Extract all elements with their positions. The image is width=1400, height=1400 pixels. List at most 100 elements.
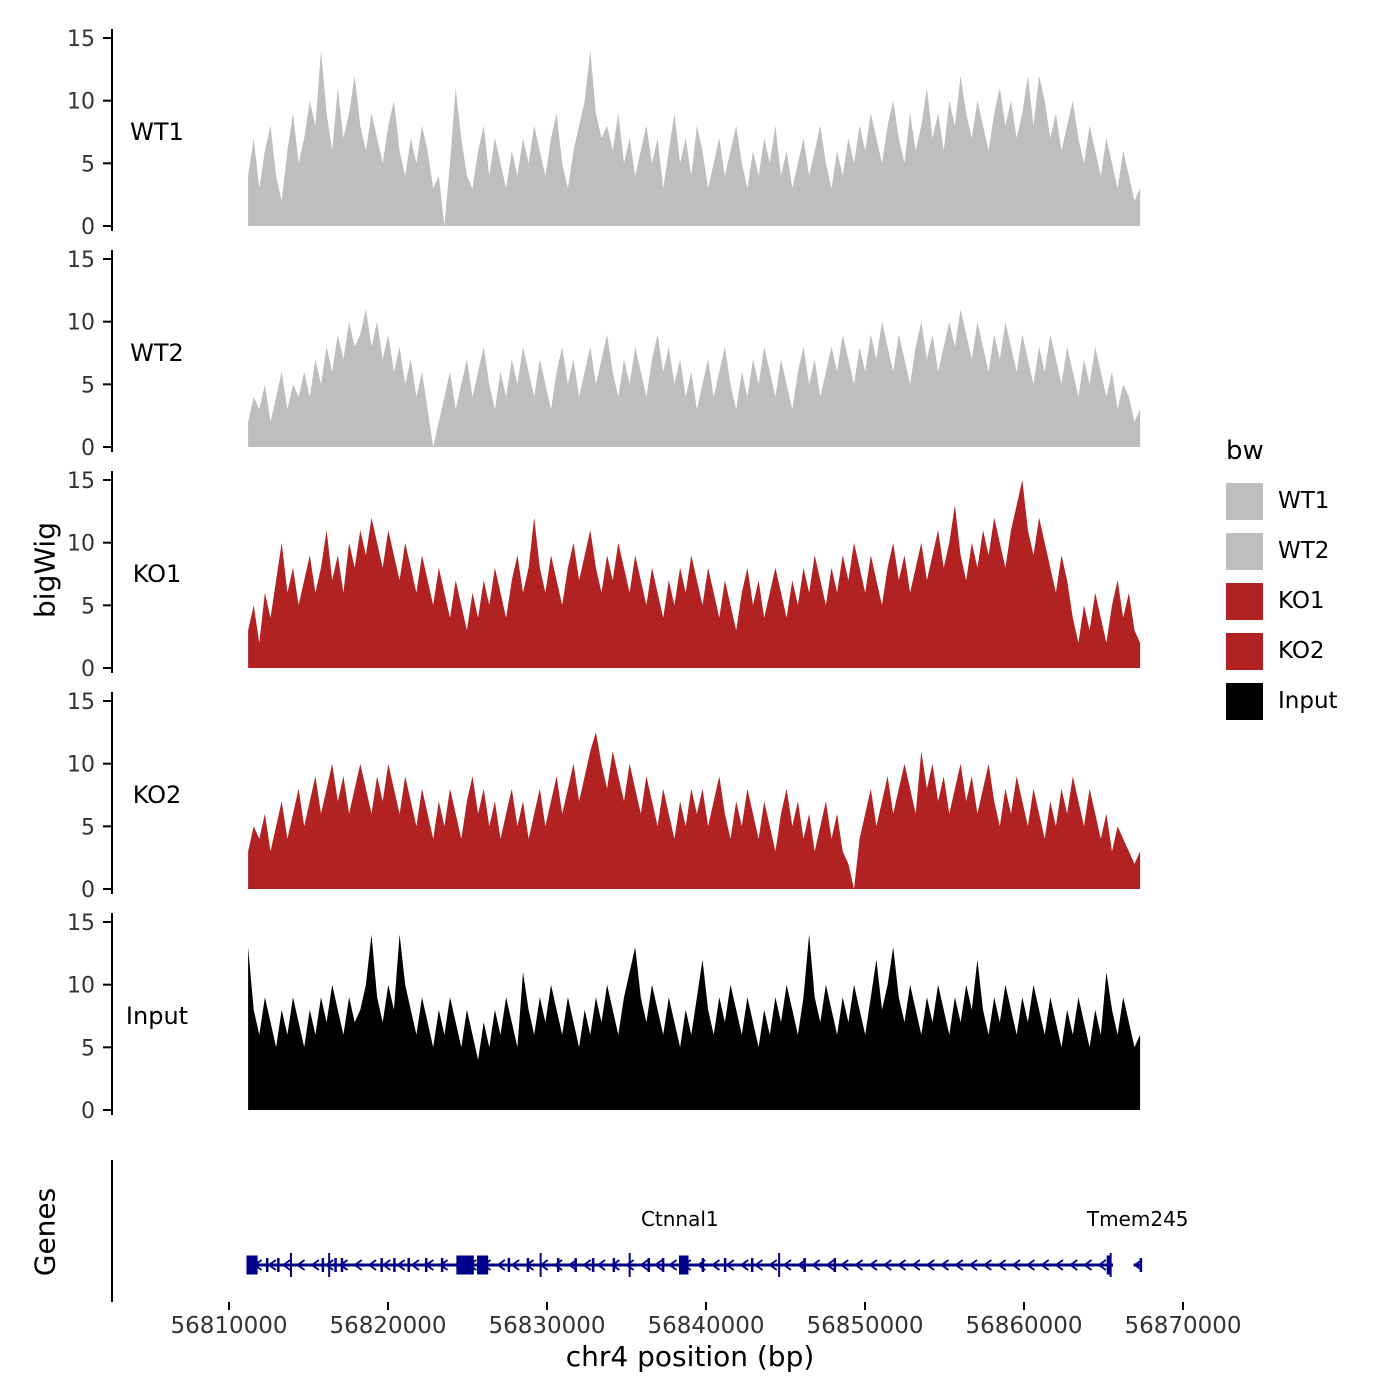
strand-arrow-icon <box>338 1259 349 1271</box>
strand-arrow-icon <box>553 1259 563 1271</box>
y-tick-label: 10 <box>67 90 95 115</box>
exon-tick <box>507 1258 511 1272</box>
exon-tick <box>661 1258 665 1272</box>
strand-arrow-icon <box>510 1259 520 1271</box>
track-label-input: Input <box>126 1002 188 1030</box>
legend-item-label: KO1 <box>1278 588 1325 614</box>
strand-arrow-icon <box>310 1259 320 1271</box>
legend-items: WT1 WT2 KO1 KO2 Input <box>1226 476 1338 726</box>
legend-item-ko2: KO2 <box>1226 626 1338 676</box>
legend-item-label: Input <box>1278 688 1338 714</box>
y-tick-label: 10 <box>67 974 95 999</box>
strand-arrow-icon <box>997 1259 1007 1271</box>
exon-tick <box>440 1258 444 1272</box>
strand-arrow-icon <box>639 1259 649 1271</box>
track-label-ko2: KO2 <box>133 781 182 809</box>
x-tick-label: 56850000 <box>806 1313 923 1339</box>
y-tick-label: 5 <box>81 373 95 398</box>
strand-arrow-icon <box>925 1259 935 1271</box>
legend-swatch-icon <box>1226 582 1263 620</box>
exon-tick <box>321 1258 325 1272</box>
exon-tick <box>591 1258 595 1272</box>
y-axis-title-bigwig: bigWig <box>28 522 62 618</box>
strand-arrow-icon <box>939 1259 950 1271</box>
strand-arrow-icon <box>567 1259 577 1271</box>
exon-tall-tick <box>290 1253 293 1277</box>
y-tick-label: 5 <box>81 152 95 177</box>
strand-arrow-icon <box>296 1259 306 1271</box>
y-tick-label: 5 <box>81 815 95 840</box>
strand-arrow-icon <box>868 1259 878 1271</box>
strand-arrow-icon <box>381 1259 391 1271</box>
track-label-wt1: WT1 <box>130 118 184 146</box>
exon-big <box>477 1255 489 1275</box>
gene-line-tmem245 <box>1133 1263 1142 1267</box>
exon-tick <box>612 1258 616 1272</box>
legend-item-wt1: WT1 <box>1226 476 1338 526</box>
y-tick-label: 0 <box>81 657 95 682</box>
strand-arrow-icon <box>782 1259 792 1271</box>
exon-tick <box>1139 1258 1143 1272</box>
strand-arrow-icon <box>1133 1259 1143 1271</box>
strand-arrow-icon <box>739 1259 749 1271</box>
x-axis-title: chr4 position (bp) <box>565 1340 815 1373</box>
legend-item-ko1: KO1 <box>1226 576 1338 626</box>
exon-tick <box>647 1258 651 1272</box>
exon-big <box>456 1255 474 1275</box>
y-tick-label: 15 <box>67 27 95 52</box>
exon-tick <box>803 1258 806 1272</box>
legend-item-label: WT2 <box>1278 538 1330 564</box>
strand-arrow-icon <box>710 1259 721 1271</box>
exon-big <box>246 1255 258 1275</box>
strand-arrow-icon <box>1025 1259 1035 1271</box>
legend-swatch-icon <box>1226 532 1263 570</box>
track-area-wt1 <box>248 50 1141 226</box>
strand-arrow-icon <box>1083 1259 1093 1271</box>
y-tick-label: 5 <box>81 594 95 619</box>
legend-item-label: WT1 <box>1278 488 1330 514</box>
gene-label-tmem245: Tmem245 <box>1086 1207 1189 1231</box>
strand-arrow-icon <box>897 1259 907 1271</box>
strand-arrow-icon <box>410 1259 420 1271</box>
exon-tick <box>556 1258 560 1272</box>
y-tick-label: 0 <box>81 436 95 461</box>
y-tick-label: 10 <box>67 532 95 557</box>
y-tick-label: 10 <box>67 311 95 336</box>
exon-tick <box>340 1258 344 1272</box>
x-tick-label: 56870000 <box>1124 1313 1241 1339</box>
legend-swatch-icon <box>1226 482 1263 520</box>
exon-tick <box>424 1258 428 1272</box>
exon-tall-tick <box>778 1253 781 1277</box>
strand-arrow-icon <box>625 1259 635 1271</box>
strand-arrow-icon <box>582 1259 592 1271</box>
strand-arrow-icon <box>811 1259 821 1271</box>
exon-tick <box>393 1258 396 1272</box>
x-tick-label: 56820000 <box>329 1313 446 1339</box>
exon-big <box>678 1255 689 1275</box>
track-label-ko1: KO1 <box>133 560 182 588</box>
strand-arrow-icon <box>882 1259 892 1271</box>
strand-arrow-icon <box>610 1259 620 1271</box>
strand-arrow-icon <box>324 1259 334 1271</box>
track-area-input <box>248 934 1141 1110</box>
exon-tick <box>334 1258 337 1272</box>
exon-tall-tick <box>328 1253 331 1277</box>
strand-arrow-icon <box>725 1259 735 1271</box>
x-tick-label: 56810000 <box>170 1313 287 1339</box>
exon-tall-tick <box>628 1253 631 1277</box>
exon-tall-tick <box>1109 1253 1112 1277</box>
strand-arrow-icon <box>954 1259 964 1271</box>
y-tick-label: 5 <box>81 1036 95 1061</box>
y-tick-label: 15 <box>67 690 95 715</box>
exon-tick <box>574 1258 577 1272</box>
exon-tick <box>750 1258 754 1272</box>
strand-arrow-icon <box>796 1259 806 1271</box>
strand-arrow-icon <box>1040 1259 1050 1271</box>
strand-arrow-icon <box>653 1259 663 1271</box>
track-area-ko1 <box>248 480 1141 668</box>
exon-tick <box>380 1258 383 1272</box>
strand-arrow-icon <box>281 1259 291 1271</box>
track-label-wt2: WT2 <box>130 339 184 367</box>
strand-arrow-icon <box>1097 1259 1107 1271</box>
